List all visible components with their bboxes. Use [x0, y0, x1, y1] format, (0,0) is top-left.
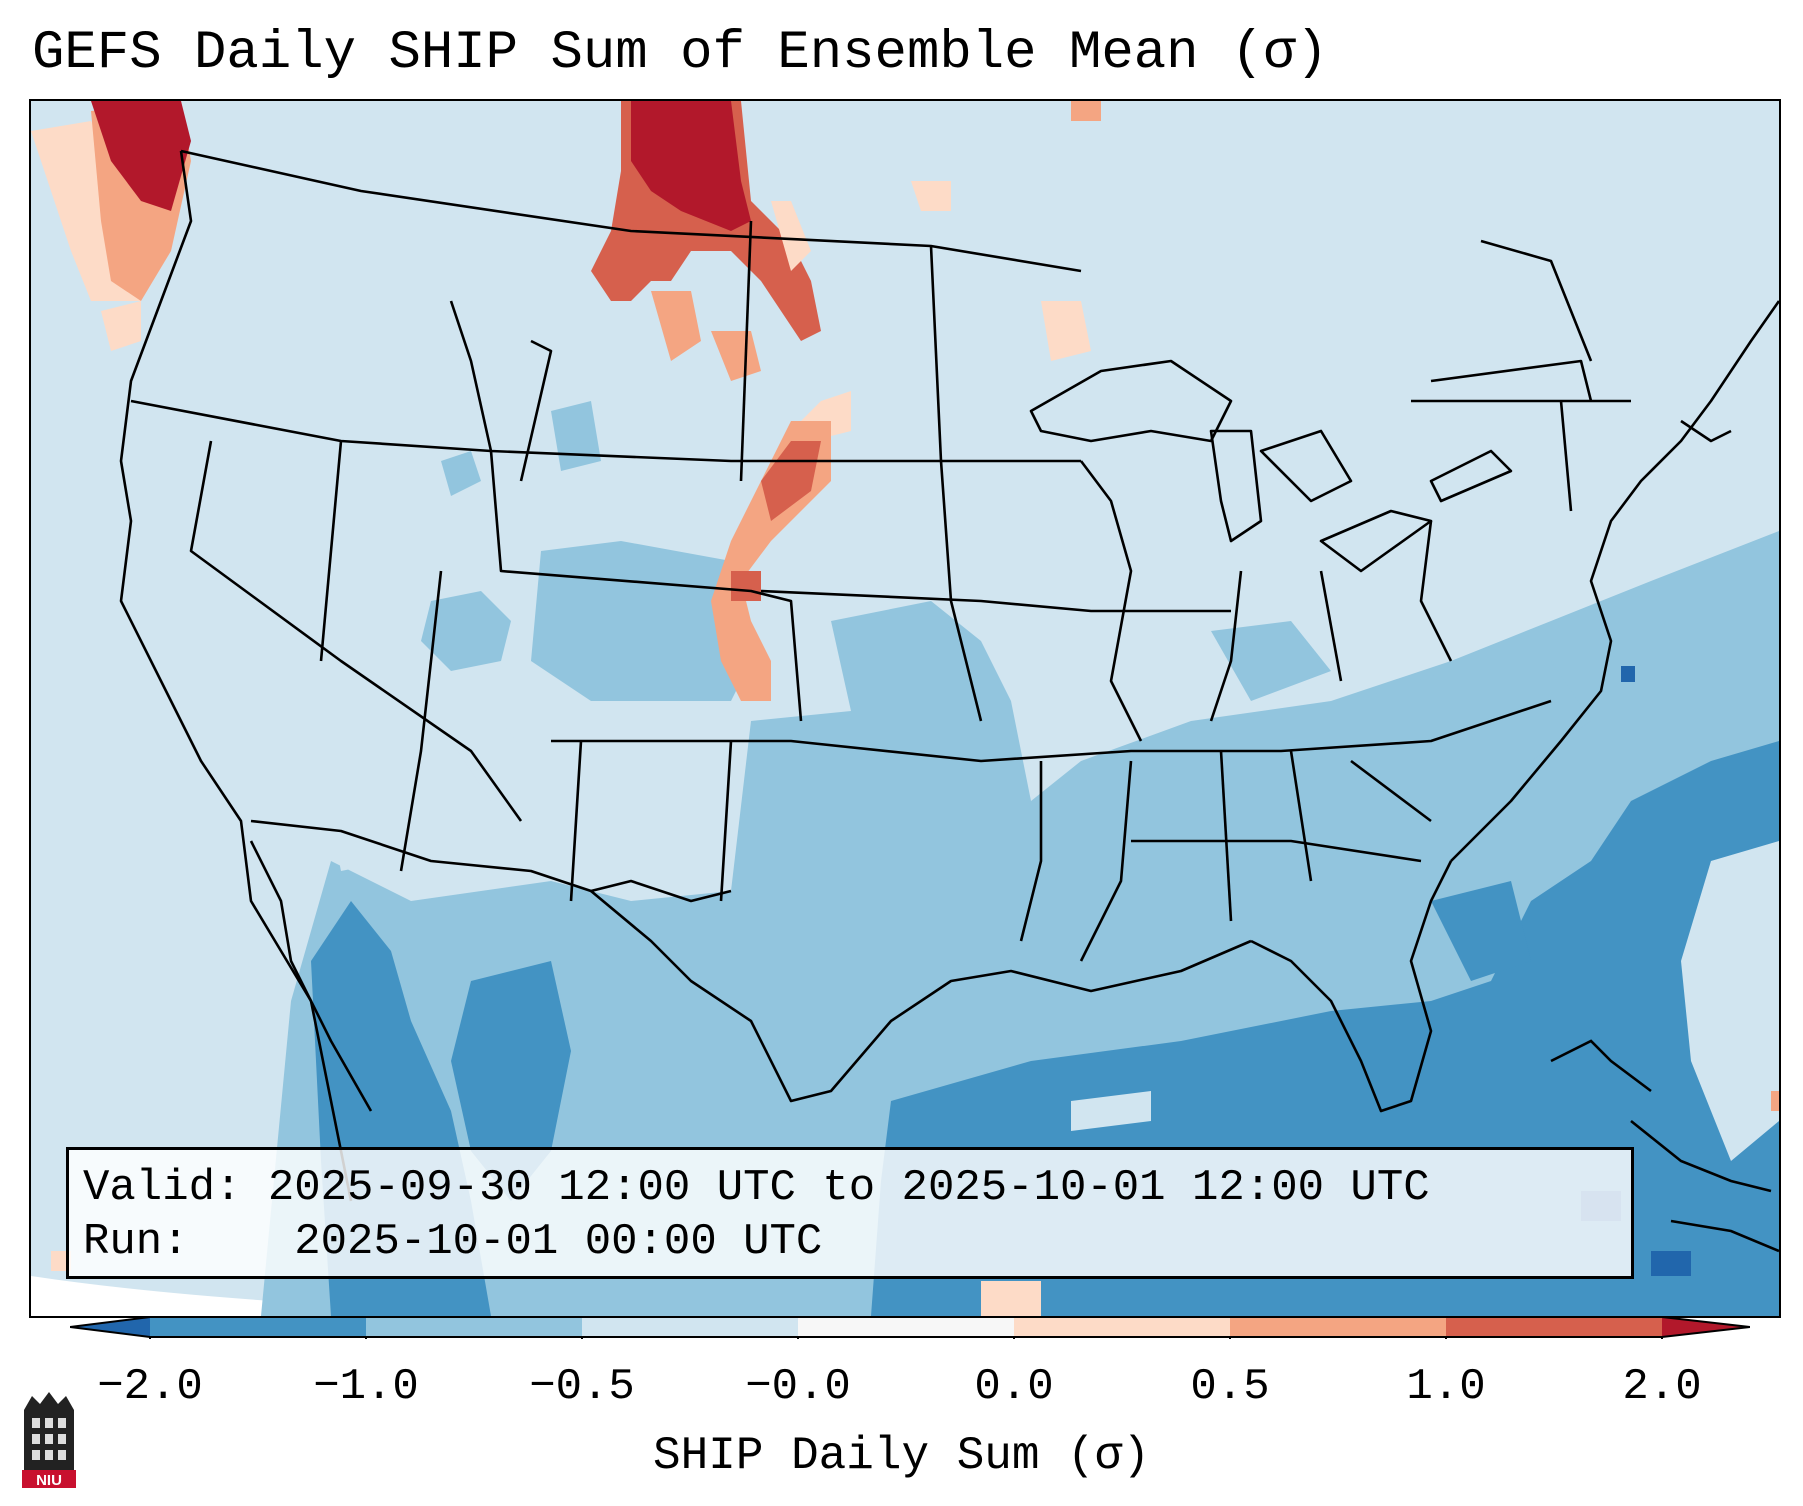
- map-svg: [31, 101, 1779, 1316]
- niu-logo: NIU: [22, 1392, 76, 1489]
- run-label: Run:: [83, 1217, 189, 1267]
- logo-text: NIU: [36, 1472, 62, 1489]
- colorbar-tick-label: 0.5: [1190, 1362, 1270, 1412]
- colorbar-seg-7: [1446, 1317, 1662, 1337]
- run-info-box: Valid: 2025-09-30 12:00 UTC to 2025-10-0…: [66, 1147, 1634, 1279]
- map-panel: [29, 99, 1781, 1318]
- field-near-zero-patches: [331, 721, 1779, 1161]
- projection-edge-sw: [31, 1276, 931, 1316]
- colorbar-tick-label: −1.0: [313, 1362, 419, 1412]
- colorbar-seg-5: [1014, 1317, 1230, 1337]
- colorbar-extend-high: [1662, 1317, 1750, 1337]
- colorbar: [70, 1316, 1750, 1339]
- figure-title: GEFS Daily SHIP Sum of Ensemble Mean (σ): [32, 23, 1329, 84]
- valid-value: 2025-09-30 12:00 UTC to 2025-10-01 12:00…: [267, 1163, 1430, 1213]
- caribbean-coastline: [1550, 1039, 1779, 1253]
- colorbar-seg-6: [1230, 1317, 1446, 1337]
- colorbar-tick-label: −0.5: [529, 1362, 635, 1412]
- colorbar-extend-low: [70, 1317, 150, 1337]
- colorbar-seg-2: [366, 1317, 582, 1337]
- valid-label: Valid:: [83, 1163, 242, 1213]
- colorbar-tick-label: −2.0: [97, 1362, 203, 1412]
- colorbar-tick-label: 2.0: [1622, 1362, 1702, 1412]
- coastlines-and-borders: [119, 149, 1779, 1202]
- colorbar-seg-4: [798, 1317, 1014, 1337]
- colorbar-seg-3: [582, 1317, 798, 1337]
- colorbar-tick-label: 0.0: [974, 1362, 1054, 1412]
- colorbar-seg-1: [150, 1317, 366, 1337]
- field-positive-anomalies: [31, 101, 1779, 1316]
- colorbar-label: SHIP Daily Sum (σ): [653, 1430, 1150, 1482]
- run-value: 2025-10-01 00:00 UTC: [294, 1217, 823, 1267]
- colorbar-tick-label: 1.0: [1406, 1362, 1486, 1412]
- colorbar-tick-label: −0.0: [745, 1362, 851, 1412]
